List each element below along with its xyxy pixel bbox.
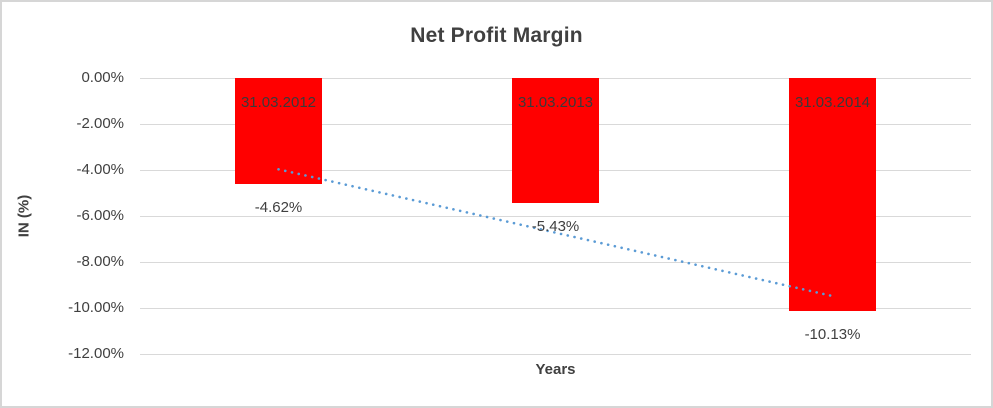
- bar-31.03.2012: [235, 78, 322, 185]
- x-axis-title: Years: [535, 361, 576, 378]
- y-tick-label: -10.00%: [68, 299, 124, 316]
- gridline: [140, 308, 971, 309]
- y-tick-label: -8.00%: [76, 253, 124, 270]
- bar-category-label: 31.03.2012: [240, 94, 317, 111]
- data-label: -5.43%: [531, 217, 580, 235]
- y-tick-label: -12.00%: [68, 345, 124, 362]
- y-tick-label: 0.00%: [81, 69, 124, 86]
- data-label: -4.62%: [254, 199, 303, 217]
- bar-category-label: 31.03.2013: [517, 94, 594, 111]
- data-label: -10.13%: [804, 325, 861, 343]
- y-tick-label: -6.00%: [76, 207, 124, 224]
- chart-title: Net Profit Margin: [410, 24, 583, 47]
- y-tick-label: -2.00%: [76, 115, 124, 132]
- y-tick-label: -4.00%: [76, 161, 124, 178]
- gridline: [140, 354, 971, 355]
- bar-category-label: 31.03.2014: [794, 94, 871, 111]
